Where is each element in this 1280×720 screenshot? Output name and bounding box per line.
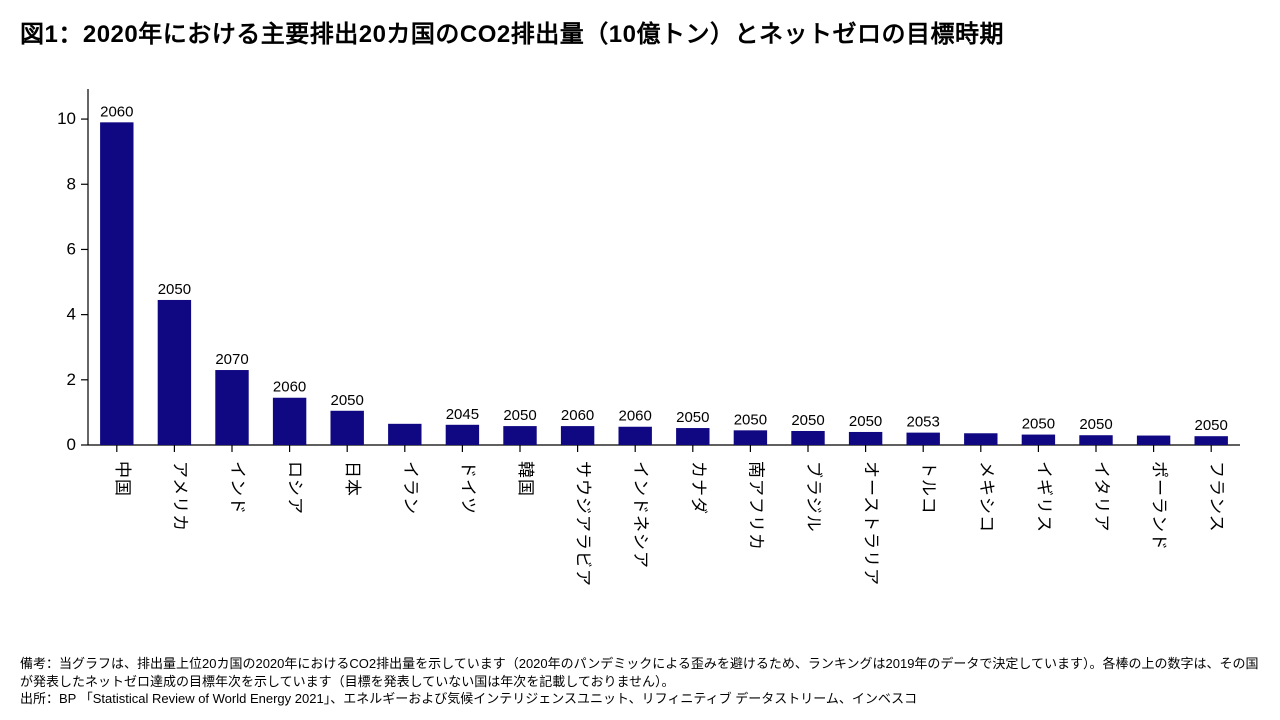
category-label: ポーランド: [1150, 461, 1169, 551]
y-tick-label: 10: [57, 109, 76, 128]
bar: [676, 428, 709, 445]
bar: [906, 433, 939, 445]
bar: [561, 426, 594, 445]
footer-note: 備考：当グラフは、排出量上位20カ国の2020年におけるCO2排出量を示していま…: [20, 655, 1260, 690]
figure-container: 図1：2020年における主要排出20カ国のCO2排出量（10億トン）とネットゼロ…: [0, 0, 1280, 720]
category-label: ロシア: [286, 461, 305, 515]
category-label: 南アフリカ: [746, 461, 765, 551]
category-label: イタリア: [1092, 461, 1111, 532]
y-tick-label: 0: [67, 435, 76, 454]
bar: [273, 398, 306, 445]
footer-source: 出所：BP 「Statistical Review of World Energ…: [20, 690, 1260, 708]
bar-target-year-label: 2050: [734, 411, 767, 428]
category-label: フランス: [1207, 461, 1226, 533]
chart-area: 0 2 4 6 8 10 2060 中国 2050 アメリカ 2070 インド 2060 ロシア 2050 日…: [28, 65, 1252, 649]
bar: [1137, 436, 1170, 445]
category-label: トルコ: [919, 461, 938, 515]
bar-target-year-label: 2050: [1195, 417, 1228, 434]
category-label: インド: [228, 461, 247, 515]
category-label: アメリカ: [170, 461, 189, 532]
bar-target-year-label: 2060: [561, 407, 594, 424]
bar: [503, 426, 536, 445]
figure-footer: 備考：当グラフは、排出量上位20カ国の2020年におけるCO2排出量を示していま…: [0, 649, 1280, 720]
bar-target-year-label: 2060: [273, 379, 306, 396]
bar-target-year-label: 2050: [503, 407, 536, 424]
category-label: カナダ: [689, 461, 708, 515]
bar: [964, 433, 997, 445]
category-label: オーストラリア: [862, 461, 881, 586]
bar: [446, 425, 479, 445]
y-tick-label: 8: [67, 174, 76, 193]
category-label: 中国: [113, 461, 132, 497]
bar-chart: 0 2 4 6 8 10 2060 中国 2050 アメリカ 2070 インド 2060 ロシア 2050 日…: [28, 65, 1252, 610]
category-label: サウジアラビア: [574, 461, 593, 587]
bar: [330, 411, 363, 445]
bar: [1194, 436, 1227, 445]
category-label: ドイツ: [458, 461, 477, 515]
chart-title: 図1：2020年における主要排出20カ国のCO2排出量（10億トン）とネットゼロ…: [0, 0, 1280, 57]
bar-target-year-label: 2045: [446, 406, 479, 423]
bar-target-year-label: 2050: [158, 281, 191, 298]
y-tick-label: 4: [67, 305, 76, 324]
bar: [388, 424, 421, 445]
bar-target-year-label: 2050: [1022, 416, 1055, 433]
bar-target-year-label: 2060: [619, 408, 652, 425]
bar: [100, 122, 133, 445]
category-label: メキシコ: [977, 461, 996, 533]
bar-target-year-label: 2060: [100, 103, 133, 120]
bar: [215, 370, 248, 445]
bar-target-year-label: 2070: [215, 351, 248, 368]
y-tick-label: 2: [67, 370, 76, 389]
category-label: イギリス: [1034, 461, 1053, 533]
bar: [618, 427, 651, 445]
bar-target-year-label: 2050: [676, 409, 709, 426]
category-label: 韓国: [516, 461, 535, 497]
bar-target-year-label: 2050: [791, 412, 824, 429]
bar-target-year-label: 2053: [907, 414, 940, 431]
bar: [734, 430, 767, 445]
category-label: ブラジル: [804, 461, 824, 533]
category-label: イラン: [401, 461, 420, 515]
category-label: インドネシア: [631, 461, 650, 569]
bar: [849, 432, 882, 445]
bar: [1022, 435, 1055, 445]
bar-target-year-label: 2050: [331, 392, 364, 409]
category-label: 日本: [343, 461, 362, 497]
bar: [1079, 435, 1112, 445]
bar-target-year-label: 2050: [849, 413, 882, 430]
y-tick-label: 6: [67, 239, 76, 258]
bar: [791, 431, 824, 445]
bar: [158, 300, 191, 445]
bar-target-year-label: 2050: [1079, 416, 1112, 433]
